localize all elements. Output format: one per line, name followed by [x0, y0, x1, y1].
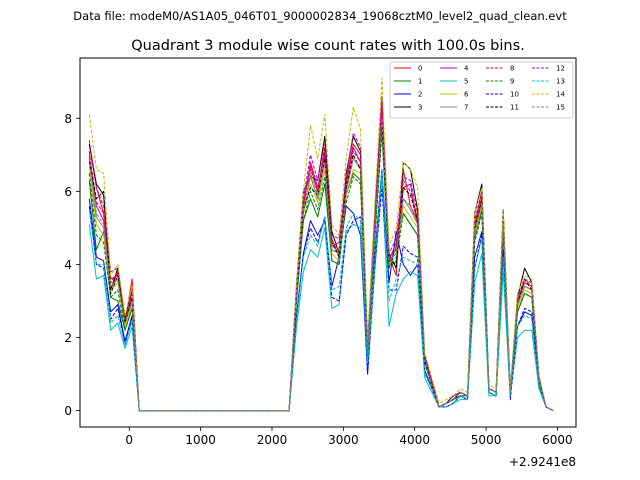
legend-label-11: 11: [510, 104, 519, 112]
series-line-5: [88, 176, 554, 412]
x-tick-label: 0: [125, 433, 133, 447]
legend-label-8: 8: [510, 65, 514, 73]
legend-label-15: 15: [556, 104, 565, 112]
x-tick-label: 5000: [471, 433, 502, 447]
chart-title: Quadrant 3 module wise count rates with …: [131, 38, 525, 54]
legend-label-13: 13: [556, 78, 565, 86]
x-axis-offset-label: +2.9241e8: [509, 455, 576, 469]
y-tick-label: 2: [64, 331, 72, 345]
legend-label-12: 12: [556, 65, 565, 73]
y-axis-ticks: 0 2 4 6 8: [64, 112, 80, 418]
legend-label-3: 3: [418, 104, 422, 112]
series-line-13: [88, 168, 554, 412]
legend-label-5: 5: [464, 78, 468, 86]
y-tick-label: 8: [64, 112, 72, 126]
legend-label-7: 7: [464, 104, 468, 112]
legend-box: [389, 61, 574, 119]
x-tick-label: 2000: [257, 433, 288, 447]
y-tick-label: 0: [64, 404, 72, 418]
x-tick-label: 3000: [328, 433, 359, 447]
series-line-8: [88, 106, 554, 412]
figure-suptitle: Data file: modeM0/AS1A05_046T01_90000028…: [73, 9, 567, 23]
legend-label-10: 10: [510, 91, 519, 99]
plot-series: [88, 77, 554, 412]
legend-label-1: 1: [418, 78, 422, 86]
series-line-14: [88, 77, 554, 412]
series-line-15: [88, 117, 554, 412]
y-tick-label: 4: [64, 258, 72, 272]
legend-label-2: 2: [418, 91, 422, 99]
series-line-12: [88, 95, 554, 412]
x-tick-label: 1000: [185, 433, 216, 447]
legend-label-14: 14: [556, 91, 565, 99]
y-tick-label: 6: [64, 185, 72, 199]
x-axis-ticks: 0 1000 2000 3000 4000 5000 6000: [125, 427, 573, 447]
plot-area-frame: [79, 57, 577, 428]
legend-label-0: 0: [418, 65, 422, 73]
legend-label-6: 6: [464, 91, 469, 99]
x-tick-label: 4000: [399, 433, 430, 447]
legend-label-9: 9: [510, 78, 514, 86]
x-tick-label: 6000: [542, 433, 573, 447]
legend-label-4: 4: [464, 65, 469, 73]
